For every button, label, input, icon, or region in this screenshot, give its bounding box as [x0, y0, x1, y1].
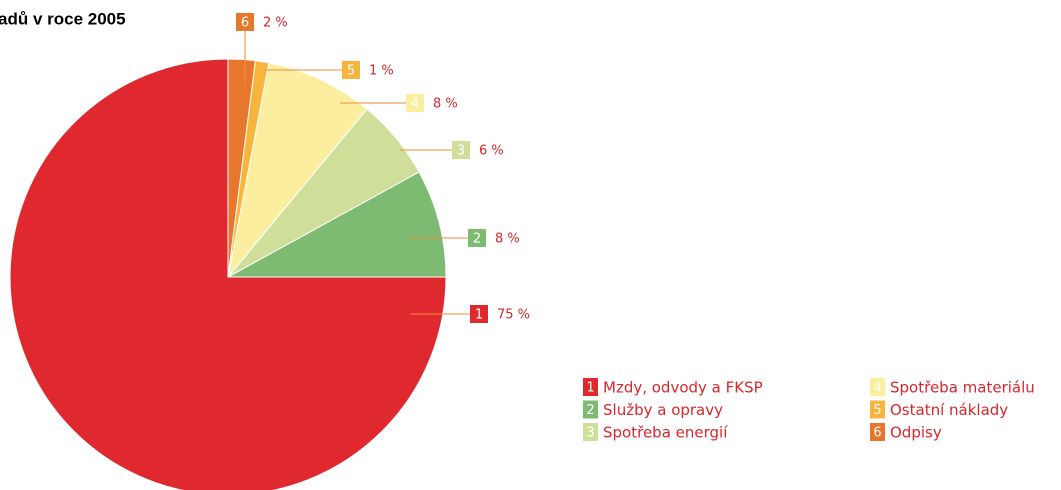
- legend-label: Spotřeba energií: [603, 424, 728, 442]
- legend-swatch: [870, 378, 885, 396]
- value-label: 1 %: [369, 64, 394, 79]
- legend-marker: 2: [586, 403, 594, 418]
- label-marker: 2: [473, 232, 481, 247]
- legend-marker: 5: [873, 403, 881, 418]
- pie-slice: [227, 171, 447, 278]
- label-badge: [470, 305, 488, 323]
- legend-label: Ostatní náklady: [890, 401, 1008, 419]
- legend-label: Mzdy, odvody a FKSP: [603, 379, 763, 397]
- legend-marker: 3: [586, 426, 594, 441]
- legend-swatch: [870, 400, 885, 419]
- label-badge: [452, 141, 470, 159]
- label-badge: [406, 94, 424, 112]
- value-label: 8 %: [433, 97, 458, 112]
- label-badge: [342, 61, 360, 79]
- value-label: 6 %: [479, 144, 504, 159]
- legend-marker: 6: [873, 426, 881, 441]
- legend-swatch: [583, 423, 598, 441]
- label-marker: 3: [457, 144, 465, 159]
- legend-swatch: [583, 378, 598, 396]
- legend-swatch: [870, 423, 885, 441]
- value-label: 75 %: [497, 308, 530, 323]
- label-marker: 4: [411, 97, 419, 112]
- legend-label: Odpisy: [890, 424, 942, 442]
- label-marker: 1: [475, 308, 483, 323]
- legend-marker: 1: [586, 381, 594, 396]
- label-badge: [468, 229, 486, 247]
- pie-slice: [227, 62, 368, 278]
- value-label: 2 %: [263, 16, 288, 31]
- legend-label: Spotřeba materiálu: [890, 379, 1035, 397]
- label-marker: 5: [347, 64, 355, 79]
- chart-title: adů v roce 2005: [0, 9, 126, 28]
- label-badge: [236, 13, 254, 31]
- legend-label: Služby a opravy: [603, 401, 723, 419]
- pie-slice: [227, 58, 256, 278]
- legend-swatch: [583, 400, 598, 419]
- label-marker: 6: [241, 16, 249, 31]
- value-label: 8 %: [495, 232, 520, 247]
- legend-marker: 4: [873, 381, 881, 396]
